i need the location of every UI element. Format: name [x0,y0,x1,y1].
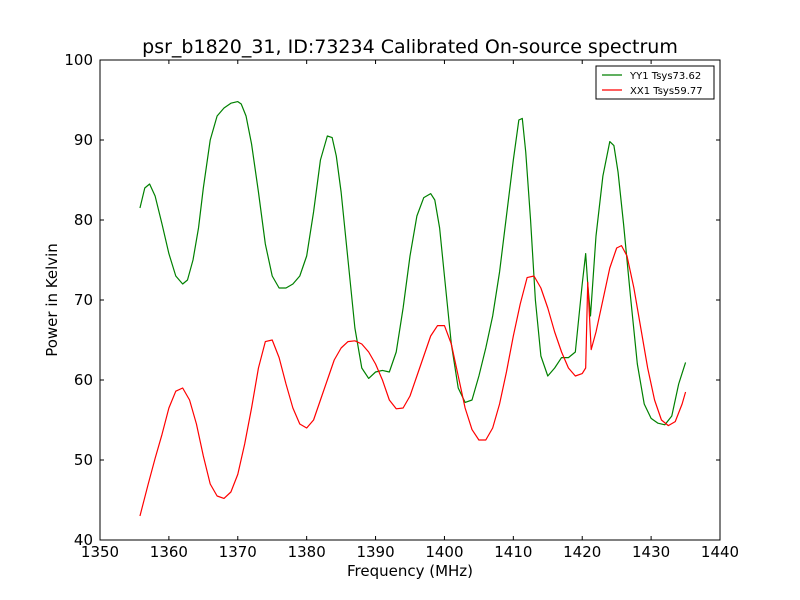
x-tick-label: 1350 [81,543,119,561]
x-tick-label: 1400 [425,543,463,561]
legend-label: YY1 Tsys73.62 [629,71,701,82]
x-tick-label: 1420 [563,543,601,561]
x-tick-label: 1440 [701,543,739,561]
legend-box [595,65,715,100]
axes-frame [99,59,721,541]
y-tick-label: 100 [64,51,93,69]
axis-ticks: 1350 1360 1370 1380 1390 1400 1410 1420 1430 1440… [64,51,739,561]
y-axis-label: Power in Kelvin [43,243,61,357]
y-tick-label: 90 [74,131,93,149]
y-tick-label: 70 [74,291,93,309]
legend: YY1 Tsys73.62 XX1 Tsys59.77 [595,65,715,100]
y-tick-label: 80 [74,211,93,229]
x-tick-label: 1380 [288,543,326,561]
y-tick-label: 60 [74,371,93,389]
series-line-yy1 [139,100,687,426]
x-tick-label: 1360 [150,543,188,561]
x-axis-label: Frequency (MHz) [347,562,473,580]
series-line-xx1 [139,245,687,517]
y-tick-label: 50 [74,451,93,469]
y-tick-label: 40 [74,531,93,549]
chart-title: psr_b1820_31, ID:73234 Calibrated On-sou… [142,36,678,58]
x-tick-label: 1410 [494,543,532,561]
x-tick-label: 1430 [632,543,670,561]
legend-label: XX1 Tsys59.77 [630,86,703,97]
x-tick-label: 1390 [356,543,394,561]
series-layer [139,100,687,517]
x-tick-label: 1370 [219,543,257,561]
